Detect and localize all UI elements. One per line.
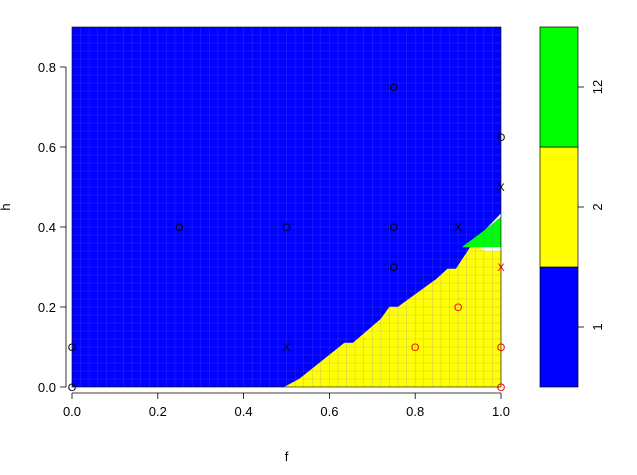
data-point-o: O: [175, 222, 184, 234]
x-axis-title: f: [285, 449, 289, 464]
legend-label: 1: [590, 323, 605, 330]
legend-label: 2: [590, 203, 605, 210]
axes-layer: 0.0 0.2 0.4 0.6 0.8 1.0 0.0 0.2 0.4 0.6 0.8: [38, 60, 510, 419]
x-tick-label: 0.6: [320, 404, 338, 419]
x-tick-label: 0.0: [63, 404, 81, 419]
data-point-o: O: [411, 342, 420, 354]
y-axis-title: h: [0, 203, 13, 210]
y-tick-label: 0.8: [38, 60, 56, 75]
data-point-x: X: [497, 262, 505, 274]
legend-label: 12: [590, 80, 605, 94]
data-point-x: X: [283, 342, 291, 354]
x-tick-label: 0.2: [149, 404, 167, 419]
data-point-x: X: [454, 222, 462, 234]
y-tick-label: 0.4: [38, 220, 56, 235]
x-tick-label: 0.8: [406, 404, 424, 419]
data-point-o: O: [497, 382, 506, 394]
y-tick-label: 0.0: [38, 380, 56, 395]
data-point-o: O: [454, 302, 463, 314]
data-point-o: O: [389, 262, 398, 274]
data-point-o: O: [389, 222, 398, 234]
region-class-12: [461, 216, 501, 248]
y-tick-label: 0.6: [38, 140, 56, 155]
data-point-o: O: [68, 382, 77, 394]
legend-swatch: [539, 26, 579, 148]
legend-swatch: [539, 146, 579, 268]
data-point-x: X: [497, 182, 505, 194]
data-point-o: O: [389, 82, 398, 94]
x-tick-label: 0.4: [235, 404, 253, 419]
legend-swatch: [539, 266, 579, 388]
y-tick-label: 0.2: [38, 300, 56, 315]
x-tick-label: 1.0: [492, 404, 510, 419]
plot-border: [71, 26, 502, 388]
grid-layer: [72, 27, 501, 387]
data-point-o: O: [282, 222, 291, 234]
